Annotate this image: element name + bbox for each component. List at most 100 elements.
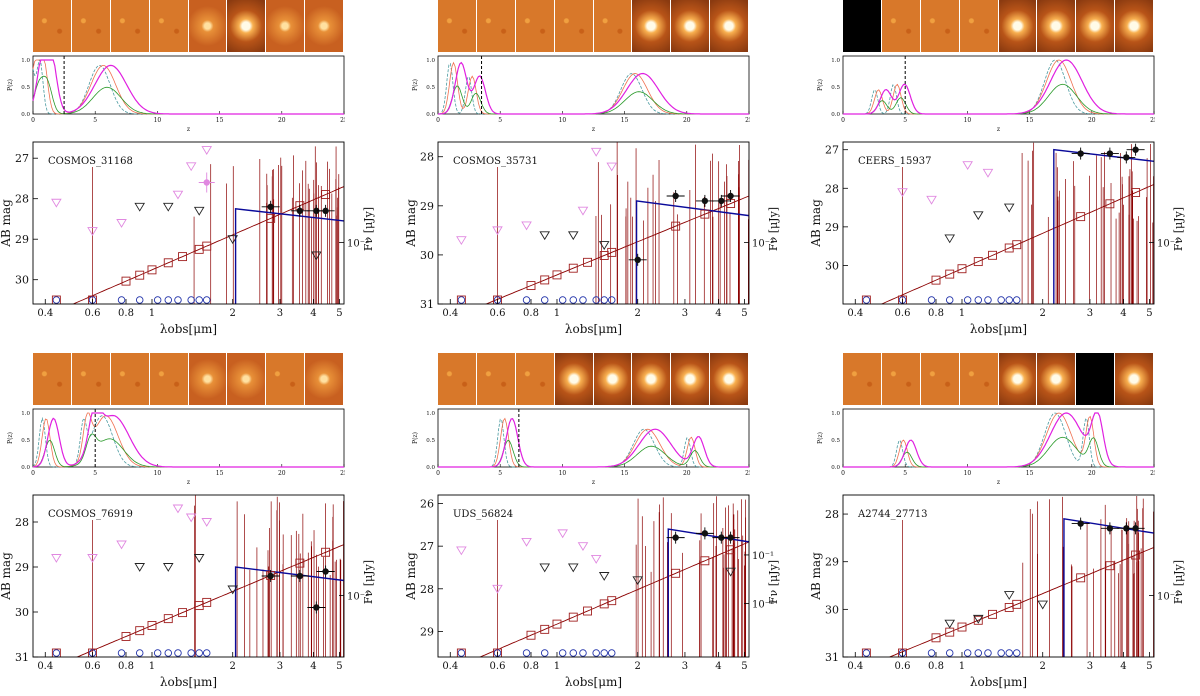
sed-xtick-label: 0.6: [490, 661, 506, 672]
pz-curve: [843, 413, 1154, 467]
pz-curve: [33, 413, 344, 467]
pz-xtick-label: 5: [903, 117, 907, 124]
cutout-stamp: [632, 353, 671, 405]
sed-xtick-label: 1: [149, 661, 155, 672]
sed-ytick-label: 30: [420, 249, 434, 262]
cutout-stamp: [671, 0, 710, 52]
sed-ytick-label: 28: [825, 508, 839, 521]
cutout-stamp: [33, 353, 72, 405]
detection-point: [727, 193, 733, 199]
model-circle-marker: [975, 650, 982, 657]
jwst-upper-limit: [945, 235, 954, 243]
cutout-stamp: [227, 0, 266, 52]
pz-curve: [843, 413, 1154, 467]
jwst-upper-limit: [1005, 592, 1014, 600]
detection-point: [1132, 147, 1138, 153]
jwst-upper-limit: [195, 555, 204, 563]
cutout-stamp: [1115, 0, 1154, 52]
sed-plot: 0.4 0.6 0.8 1 2 3 4 5 27 28 29 30 10⁻² λobs[μm] AB mag…: [810, 138, 1190, 343]
pz-ytick-label: 0.5: [21, 438, 30, 444]
cutout-stamp: [516, 353, 555, 405]
sed-xtick-label: 0.6: [895, 661, 911, 672]
model-circle-marker: [458, 650, 465, 657]
sed-xtick-label: 3: [277, 661, 283, 672]
model-circle-marker: [541, 650, 548, 657]
cutout-stamp: [305, 353, 344, 405]
sed-ytick-label: 28: [825, 182, 839, 195]
synth-square: [52, 649, 60, 657]
pz-xtick-label: 25: [340, 117, 345, 124]
detection-point: [727, 534, 733, 540]
pz-xtick-label: 15: [621, 117, 629, 124]
detection-point: [297, 573, 303, 579]
pz-xlabel: z: [997, 126, 1000, 133]
model-circle-marker: [964, 297, 971, 304]
pz-xtick-label: 15: [621, 470, 629, 477]
sed-xtick-label: 2: [635, 308, 641, 319]
hst-upper-limit: [607, 163, 616, 171]
pz-xtick-label: 10: [964, 117, 972, 124]
panel-uds-56824: 0 5 10 15 20 25 0.0 0.5 1.0 z P(z) 0.4 0.6 0.8 1 2 3 4 5 26…: [405, 353, 785, 696]
pz-xtick-label: 20: [1088, 470, 1096, 477]
model-circle-marker: [203, 297, 210, 304]
hst-upper-limit: [592, 148, 601, 156]
pz-curve: [843, 413, 1154, 467]
detection-point: [702, 198, 708, 204]
sed-plot: 0.4 0.6 0.8 1 2 3 4 52829303110⁻²λobs[μm]AB mag…: [405, 138, 785, 343]
pz-xtick-label: 25: [745, 470, 750, 477]
model-circle-marker: [985, 650, 992, 657]
sed-xtick-label: 2: [230, 661, 236, 672]
sed-xtick-label: 4: [715, 308, 721, 319]
cutout-stamp: [227, 353, 266, 405]
pz-xlabel: z: [997, 479, 1000, 486]
cutout-stamp: [516, 0, 555, 52]
sed-plot: 0.4 0.6 0.8 1 2 3 4 52829303110⁻²λobs[μm]AB mag…: [810, 491, 1190, 696]
jwst-upper-limit: [1038, 601, 1047, 609]
sed-ytick-label: 28: [420, 151, 434, 164]
sed-xtick-label: 4: [1120, 661, 1126, 672]
sed-ylabel-right: Fν [μJy]: [1172, 207, 1185, 251]
cutout-stamp: [882, 353, 921, 405]
model-circle-marker: [203, 650, 210, 657]
model-circle-marker: [1006, 297, 1013, 304]
sed-xtick-label: 5: [336, 661, 342, 672]
sed-xtick-label: 3: [277, 308, 283, 319]
figure-grid: 05101520250.00.51.0zP(z)0.40.60.81234527…: [0, 0, 1200, 686]
detection-point: [1107, 525, 1113, 531]
cutout-stamp: [594, 0, 633, 52]
model-circle-marker: [946, 297, 953, 304]
sed-xtick-label: 0.4: [442, 308, 458, 319]
pz-ytick-label: 0.5: [426, 85, 435, 91]
pz-xtick-label: 25: [1150, 117, 1155, 124]
model-circle-marker: [998, 650, 1005, 657]
cutout-stamp: [671, 353, 710, 405]
sed-xlabel: λobs[μm]: [565, 322, 622, 336]
hst-upper-limit: [522, 538, 531, 546]
model-circle-marker: [188, 650, 195, 657]
sed-xtick-label: 5: [741, 661, 747, 672]
cutout-stamp: [1037, 0, 1076, 52]
sed-content: [33, 146, 344, 316]
cutout-stamp: [150, 353, 189, 405]
sed-xtick-label: 0.8: [523, 308, 539, 319]
sed-xtick-label: 0.4: [847, 308, 863, 319]
pz-xtick-label: 20: [683, 470, 691, 477]
model-circle-marker: [196, 650, 203, 657]
pz-xtick-label: 5: [498, 117, 502, 124]
detection-point: [297, 208, 303, 214]
cutout-stamp: [710, 353, 749, 405]
pz-xtick-label: 10: [154, 470, 162, 477]
pz-ytick-label: 1.0: [426, 411, 435, 417]
cutout-stamp: [150, 0, 189, 52]
model-circle-marker: [559, 297, 566, 304]
sed-xtick-label: 0.8: [118, 308, 134, 319]
model-circle-marker: [863, 297, 870, 304]
pz-xtick-label: 0: [31, 117, 35, 124]
pz-ytick-label: 1.0: [831, 411, 840, 417]
model-circle-marker: [53, 297, 60, 304]
cutout-stamp: [999, 0, 1038, 52]
model-highz-curve: [33, 209, 344, 309]
jwst-upper-limit: [945, 620, 954, 628]
pz-xtick-label: 5: [93, 117, 97, 124]
sed-xtick-label: 3: [682, 661, 688, 672]
